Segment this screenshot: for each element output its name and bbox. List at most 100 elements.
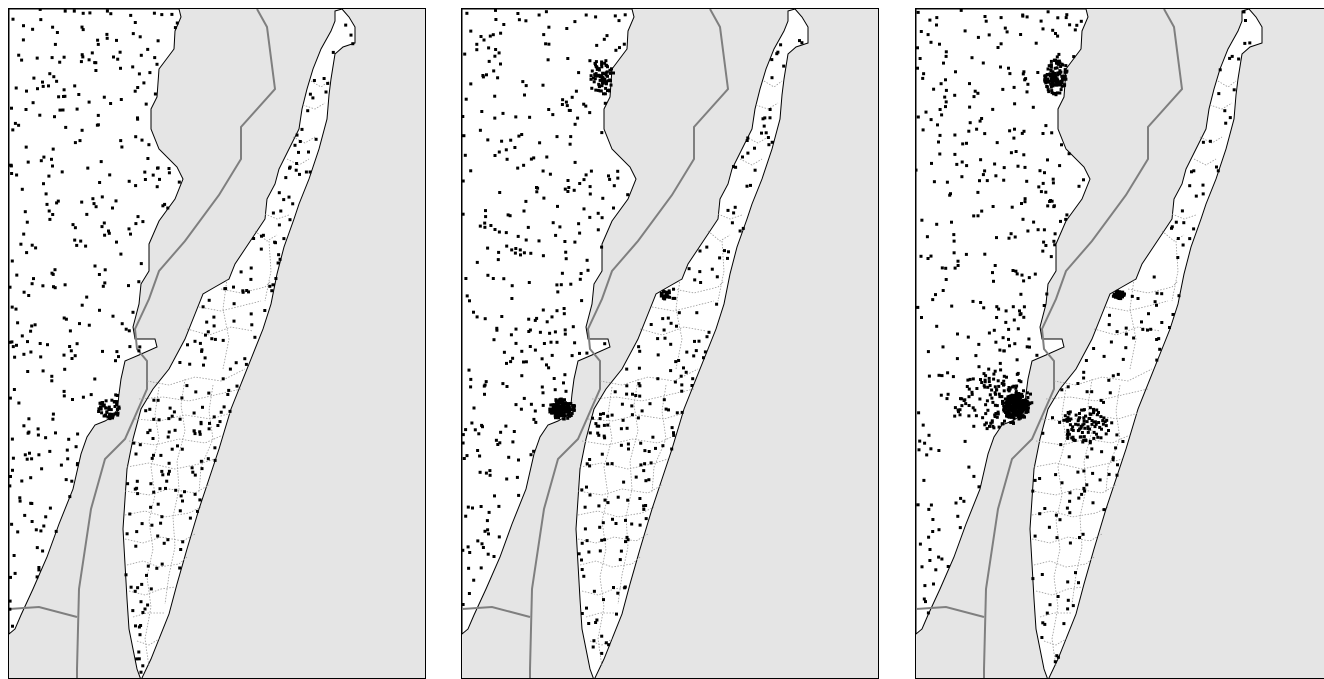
point-marker xyxy=(601,196,605,200)
point-marker xyxy=(961,142,965,146)
point-marker xyxy=(41,284,45,288)
point-marker xyxy=(623,586,627,590)
point-marker xyxy=(39,18,43,22)
point-marker xyxy=(514,247,518,250)
point-marker xyxy=(1107,323,1111,327)
point-marker xyxy=(1081,423,1085,427)
point-marker xyxy=(600,538,604,542)
point-marker xyxy=(592,80,596,84)
point-marker xyxy=(20,334,24,338)
point-marker xyxy=(1065,13,1069,17)
point-marker xyxy=(939,82,943,86)
point-marker xyxy=(573,20,577,24)
point-marker xyxy=(1041,431,1045,435)
district-boundary xyxy=(1209,102,1233,110)
point-marker xyxy=(486,528,490,532)
point-marker xyxy=(22,24,25,28)
point-marker xyxy=(502,350,506,354)
point-marker xyxy=(1023,78,1027,82)
point-marker xyxy=(260,234,263,238)
point-marker xyxy=(547,108,551,111)
point-marker xyxy=(1049,79,1053,83)
point-marker xyxy=(1068,491,1072,495)
point-marker xyxy=(1014,386,1018,390)
point-marker xyxy=(198,432,202,436)
point-marker xyxy=(1014,150,1018,153)
point-marker xyxy=(639,463,643,467)
district-boundary xyxy=(128,586,176,596)
point-marker xyxy=(680,383,684,387)
point-marker xyxy=(684,370,688,374)
point-marker xyxy=(679,374,683,378)
point-marker xyxy=(506,213,510,217)
point-marker xyxy=(677,311,681,315)
point-marker xyxy=(529,453,533,457)
point-marker xyxy=(946,565,950,568)
point-marker xyxy=(1228,56,1232,60)
point-marker xyxy=(1043,74,1047,78)
point-marker xyxy=(1008,402,1012,406)
point-marker xyxy=(36,427,40,431)
point-marker xyxy=(75,342,79,346)
point-marker xyxy=(19,242,23,246)
point-marker xyxy=(137,625,141,629)
point-marker xyxy=(1055,654,1059,658)
point-marker xyxy=(569,282,573,286)
district-boundary xyxy=(198,300,262,312)
point-marker xyxy=(945,180,949,184)
point-marker xyxy=(227,388,231,392)
point-marker xyxy=(102,95,106,99)
point-marker xyxy=(660,294,664,298)
point-marker xyxy=(538,330,542,334)
point-marker xyxy=(1019,411,1023,415)
point-marker xyxy=(542,33,546,37)
point-marker xyxy=(568,142,572,146)
point-marker xyxy=(555,405,559,409)
point-marker xyxy=(993,415,997,418)
point-marker xyxy=(953,414,957,418)
point-marker xyxy=(97,407,101,411)
point-marker xyxy=(1049,85,1053,89)
point-marker xyxy=(920,316,923,319)
point-marker xyxy=(916,66,919,70)
point-marker xyxy=(554,416,557,420)
point-marker xyxy=(131,32,135,36)
point-marker xyxy=(1132,336,1136,340)
point-marker xyxy=(51,412,55,416)
point-marker xyxy=(84,244,88,248)
point-marker xyxy=(107,231,111,235)
point-marker xyxy=(551,221,555,225)
point-marker xyxy=(166,206,170,210)
point-marker xyxy=(463,52,467,56)
point-marker xyxy=(1040,636,1044,639)
point-marker xyxy=(1016,400,1019,404)
point-marker xyxy=(565,27,569,30)
point-marker xyxy=(1090,422,1094,426)
point-marker xyxy=(173,428,177,432)
point-marker xyxy=(762,124,766,128)
point-marker xyxy=(1121,290,1125,294)
point-marker xyxy=(1056,71,1060,75)
point-marker xyxy=(723,249,726,253)
point-marker xyxy=(23,513,27,517)
point-marker xyxy=(1007,407,1011,411)
point-marker xyxy=(79,239,83,243)
point-marker xyxy=(20,187,24,191)
point-marker xyxy=(997,384,1001,388)
district-boundary xyxy=(1041,412,1139,422)
point-marker xyxy=(1160,292,1164,296)
point-marker xyxy=(1228,116,1232,120)
point-marker xyxy=(517,458,520,462)
point-marker xyxy=(994,392,997,396)
point-marker xyxy=(1082,435,1086,439)
point-marker xyxy=(1099,436,1103,440)
point-marker xyxy=(221,377,225,381)
point-marker xyxy=(62,88,66,92)
point-marker xyxy=(631,392,634,396)
point-marker xyxy=(298,172,301,176)
point-marker xyxy=(1095,432,1098,436)
point-marker xyxy=(514,341,518,345)
point-marker xyxy=(250,323,254,327)
point-marker xyxy=(1054,58,1057,62)
point-marker xyxy=(917,448,921,452)
